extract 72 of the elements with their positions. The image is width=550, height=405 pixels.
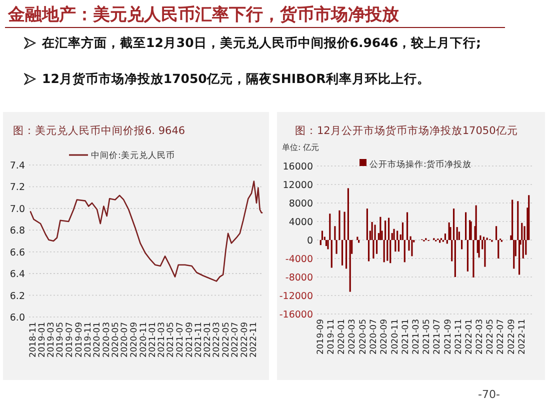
x-tick-label: 2020-09 [380, 319, 390, 355]
x-tick-label: 2022-09 [240, 322, 250, 358]
x-tick-label: 2021-11 [454, 319, 464, 355]
x-tick-label: 2022-05 [221, 322, 232, 358]
x-tick-label: 2020-09 [130, 322, 140, 358]
y-tick-label: 16000 [282, 162, 313, 172]
y-tick-label: 8000 [288, 198, 313, 210]
x-tick-label: 2019-11 [84, 322, 94, 358]
chart-title: 图：美元兑人民币中间价报6. 9646 [13, 124, 186, 137]
y-tick-label: 6.0 [10, 312, 25, 324]
y-tick-label: 6.4 [10, 269, 25, 280]
x-tick-label: 2022-11 [249, 322, 260, 358]
x-tick-label: 2019-03 [46, 322, 56, 358]
text: 在汇率方面，截至12月30日，美元兑人民币中间报价6.9646，较上月下行; [42, 34, 482, 51]
x-tick-label: 2020-01 [337, 319, 348, 355]
y-tick-label: -16000 [279, 310, 313, 320]
x-tick-label: 2019-01 [38, 322, 48, 358]
y-tick-label: 0 [306, 236, 313, 246]
x-tick-label: 2022-07 [496, 319, 506, 355]
y-tick-label: -4000 [285, 254, 313, 265]
x-tick-label: 2021-07 [175, 322, 186, 358]
y-tick-label: 6.2 [10, 290, 25, 302]
x-tick-label: 2019-11 [326, 319, 337, 355]
x-tick-label: 2021-07 [432, 319, 443, 355]
y-tick-label: 6.6 [10, 247, 25, 258]
x-tick-label: 2018-11 [28, 322, 38, 358]
x-tick-label: 2021-05 [422, 319, 432, 355]
y-tick-label: 12000 [282, 180, 313, 191]
x-tick-label: 2019-09 [316, 319, 326, 355]
legend-label: 公开市场操作:货币净投放 [370, 159, 472, 170]
x-tick-label: 2022-09 [506, 319, 517, 355]
chart-title: 图：12月公开市场货币市场净投放17050亿元 [295, 124, 518, 137]
x-tick-label: 2022-05 [485, 319, 496, 355]
x-tick-label: 2020-07 [368, 319, 379, 355]
text: -70- [478, 388, 500, 401]
line-series [30, 180, 263, 282]
x-tick-label: 2022-07 [230, 322, 241, 358]
text: 12月货币市场净投放17050亿元，隔夜SHIBOR利率月环比上行。 [42, 70, 431, 87]
y-tick-label: -8000 [285, 272, 313, 284]
y-tick-label: 7.4 [10, 160, 25, 172]
x-tick-label: 2020-11 [390, 319, 400, 355]
x-tick-label: 2021-03 [156, 322, 167, 358]
y-tick-label: 4000 [288, 217, 313, 228]
x-tick-label: 2021-03 [411, 319, 422, 355]
x-tick-label: 2022-11 [518, 319, 528, 355]
y-tick-label: 7.0 [10, 204, 25, 215]
x-tick-label: 2021-01 [400, 319, 411, 355]
text: 金融地产：美元兑人民币汇率下行，货币市场净投放 [8, 4, 399, 26]
y-tick-label: -12000 [279, 291, 313, 302]
x-tick-label: 2022-01 [464, 319, 475, 355]
x-tick-label: 2021-09 [443, 319, 454, 355]
x-tick-label: 2019-07 [64, 322, 75, 358]
text: 单位: 亿元 [282, 143, 320, 152]
x-tick-label: 2021-11 [194, 322, 204, 358]
x-tick-label: 2021-05 [166, 322, 176, 358]
x-tick-label: 2020-03 [348, 319, 358, 355]
x-tick-label: 2022-03 [474, 319, 485, 355]
y-tick-label: 7.2 [10, 182, 25, 194]
x-tick-label: 2020-01 [92, 322, 103, 358]
x-tick-label: 2019-05 [56, 322, 66, 358]
x-tick-label: 2022-03 [212, 322, 222, 358]
legend-label: 中间价:美元兑人民币 [91, 150, 175, 161]
x-tick-label: 2020-05 [358, 319, 368, 355]
x-tick-label: 2021-01 [148, 322, 158, 358]
x-tick-label: 2020-03 [102, 322, 112, 358]
x-tick-label: 2021-09 [184, 322, 195, 358]
x-tick-label: 2020-05 [111, 322, 122, 358]
x-tick-label: 2020-07 [120, 322, 130, 358]
y-tick-label: 6.8 [10, 226, 25, 237]
x-tick-label: 2020-11 [138, 322, 149, 358]
x-tick-label: 2019-09 [74, 322, 84, 358]
x-tick-label: 2022-01 [203, 322, 214, 358]
